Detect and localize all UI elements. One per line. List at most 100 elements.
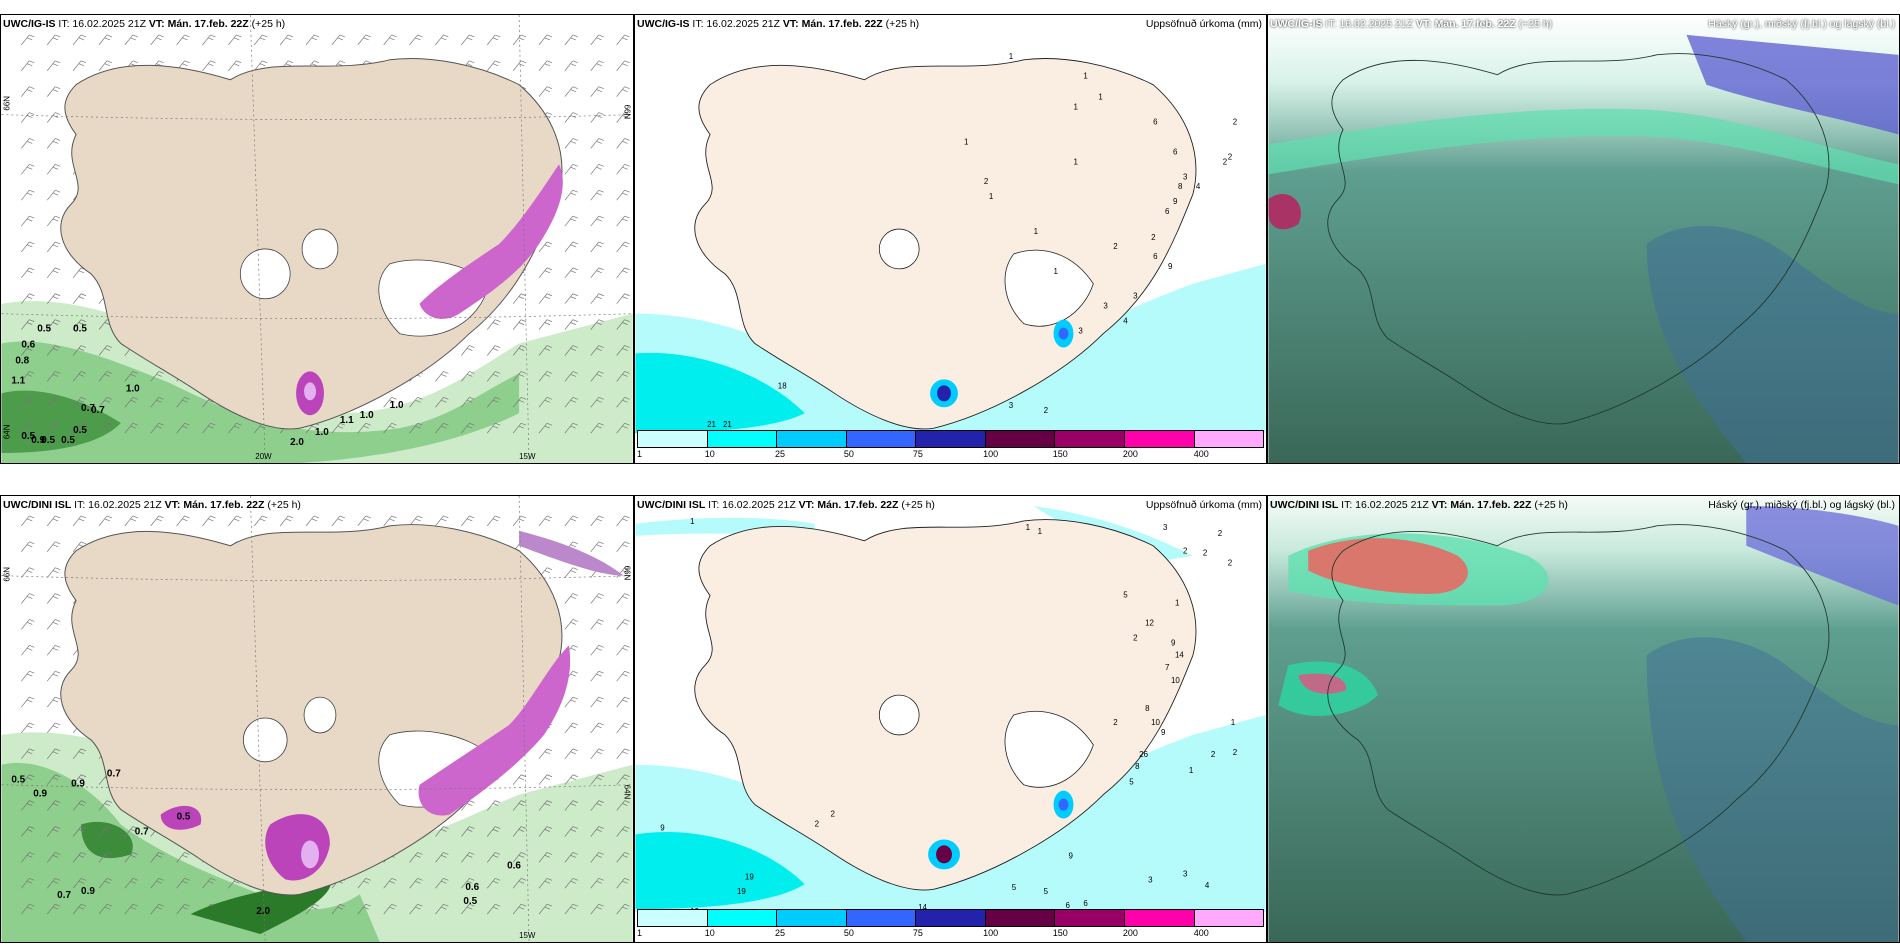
wind-barb	[564, 696, 578, 708]
svg-text:3: 3	[1078, 327, 1083, 336]
wind-barb	[564, 319, 578, 330]
wind-barb	[590, 267, 604, 279]
wind-barb	[357, 422, 371, 434]
wind-barb	[538, 86, 553, 97]
precip-legend: 1 10 25 50 75 100 150 200 400	[637, 909, 1264, 939]
wind-barb	[616, 34, 630, 46]
wind-barb	[21, 345, 35, 356]
wind-barb	[46, 319, 61, 330]
wind-barb	[21, 371, 35, 382]
wind-barb	[46, 645, 61, 656]
legend-tick: 10	[704, 928, 715, 938]
svg-text:0.9: 0.9	[71, 779, 85, 790]
wind-barb	[486, 515, 501, 527]
svg-text:1.0: 1.0	[360, 410, 374, 421]
wind-barb	[564, 877, 578, 889]
wind-barb	[435, 371, 449, 382]
wind-barb	[486, 319, 501, 330]
wind-barb	[538, 371, 553, 382]
wind-barb	[72, 60, 87, 71]
wind-barb	[254, 515, 268, 527]
wind-barb	[150, 371, 164, 382]
wind-barb	[538, 877, 553, 889]
svg-text:1: 1	[1009, 52, 1014, 61]
svg-text:6: 6	[1173, 147, 1178, 156]
svg-text:1.0: 1.0	[390, 400, 404, 411]
svg-text:5: 5	[1129, 778, 1134, 787]
wind-barb	[564, 619, 578, 630]
svg-text:1.0: 1.0	[315, 427, 329, 438]
svg-text:1: 1	[989, 192, 994, 201]
wind-barb	[46, 34, 61, 46]
legend-tick: 25	[774, 928, 785, 938]
wind-barb	[538, 826, 553, 837]
svg-text:3: 3	[1103, 302, 1108, 311]
wind-barb	[46, 267, 61, 279]
panel-title: UWC/IG-IS IT: 16.02.2025 21Z VT: Mán. 17…	[637, 18, 920, 30]
wind-barb	[72, 852, 87, 863]
svg-text:2: 2	[1044, 406, 1049, 415]
wind-barb	[512, 903, 527, 915]
wind-barb	[124, 515, 138, 527]
wind-barb	[46, 112, 61, 123]
wind-barb	[435, 826, 449, 837]
legend-tick: 200	[1122, 449, 1138, 459]
legend-swatch	[1055, 910, 1125, 926]
wind-barb	[512, 371, 527, 382]
wind-barb	[305, 903, 320, 915]
wind-barb	[512, 826, 527, 837]
ig-wind-panel: UWC/IG-IS IT: 16.02.2025 21Z VT: Mán. 17…	[0, 14, 634, 464]
wind-barb	[512, 852, 527, 863]
svg-text:9: 9	[1168, 262, 1173, 271]
wind-barb	[461, 34, 475, 46]
wind-barb	[21, 541, 35, 552]
wind-barb	[46, 852, 61, 863]
wind-barb	[564, 34, 578, 46]
wind-barb	[564, 215, 578, 227]
wind-barb	[538, 422, 553, 434]
svg-text:66N: 66N	[2, 96, 11, 111]
svg-text:9: 9	[1161, 728, 1166, 737]
wind-barb	[124, 34, 138, 46]
svg-text:6: 6	[1083, 899, 1088, 908]
panel-subtitle: Háský (gr.), miðský (fj.bl.) og lágský (…	[1708, 18, 1895, 30]
wind-barb	[21, 774, 35, 785]
svg-text:1: 1	[1073, 103, 1078, 112]
wind-barb	[383, 396, 397, 408]
wind-barb	[616, 267, 630, 279]
wind-barb	[21, 86, 35, 97]
legend-tick: 150	[1052, 449, 1068, 459]
ig-precip-map: 1 1 1 1 1 2 2 1 2 6 6 3 8 9 4 6 2 1 1 1 …	[635, 15, 1266, 463]
wind-barb	[616, 800, 630, 811]
legend-swatch	[1124, 431, 1195, 447]
wind-barb	[461, 852, 475, 863]
wind-barb	[564, 86, 578, 97]
wind-barb	[46, 877, 61, 889]
svg-text:18: 18	[778, 381, 787, 390]
svg-text:19: 19	[737, 887, 746, 896]
wind-barb	[486, 371, 501, 382]
wind-barb	[564, 60, 578, 71]
wind-barb	[176, 515, 190, 527]
legend-tick: 100	[983, 449, 999, 459]
wind-barb	[124, 877, 138, 889]
wind-barb	[616, 319, 630, 330]
svg-text:3: 3	[1163, 523, 1168, 532]
wind-barb	[46, 748, 61, 760]
wind-barb	[409, 422, 423, 434]
wind-barb	[21, 215, 35, 227]
wind-barb	[590, 774, 604, 785]
svg-text:8: 8	[1145, 704, 1150, 713]
wind-barb	[538, 319, 553, 330]
wind-barb	[435, 34, 449, 46]
wind-barb	[538, 241, 553, 253]
svg-text:1.1: 1.1	[340, 415, 354, 426]
svg-text:1: 1	[1026, 523, 1031, 532]
wind-barb	[564, 593, 578, 604]
panel-subtitle: Uppsöfnuð úrkoma (mm)	[1145, 499, 1262, 511]
wind-barb	[590, 60, 604, 71]
svg-text:1: 1	[690, 517, 695, 526]
wind-barb	[383, 34, 397, 46]
wind-barb	[590, 396, 604, 408]
wind-barb	[176, 852, 190, 863]
